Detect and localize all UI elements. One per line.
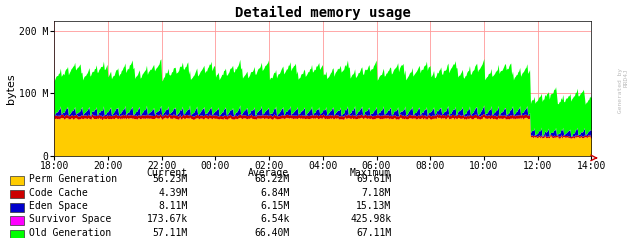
Text: 425.98k: 425.98k xyxy=(350,214,391,224)
Bar xyxy=(10,190,24,198)
Text: Perm Generation: Perm Generation xyxy=(29,174,117,184)
Text: 69.61M: 69.61M xyxy=(356,174,391,184)
Text: 173.67k: 173.67k xyxy=(146,214,188,224)
Text: 15.13M: 15.13M xyxy=(356,201,391,211)
Text: 56.23M: 56.23M xyxy=(153,174,188,184)
Text: Code Cache: Code Cache xyxy=(29,188,87,198)
Title: Detailed memory usage: Detailed memory usage xyxy=(235,6,411,20)
Text: 4.39M: 4.39M xyxy=(158,188,188,198)
Bar xyxy=(10,230,24,238)
Text: Eden Space: Eden Space xyxy=(29,201,87,211)
Text: Average: Average xyxy=(248,168,289,178)
Text: 66.40M: 66.40M xyxy=(254,228,289,238)
Text: 6.15M: 6.15M xyxy=(260,201,289,211)
Bar xyxy=(10,216,24,225)
Text: 68.22M: 68.22M xyxy=(254,174,289,184)
Text: 6.84M: 6.84M xyxy=(260,188,289,198)
Text: 6.54k: 6.54k xyxy=(260,214,289,224)
Text: 7.18M: 7.18M xyxy=(362,188,391,198)
Y-axis label: bytes: bytes xyxy=(6,73,17,104)
Text: Survivor Space: Survivor Space xyxy=(29,214,111,224)
Bar xyxy=(10,176,24,185)
Text: Generated by
RRD4J: Generated by RRD4J xyxy=(618,68,628,113)
Text: 57.11M: 57.11M xyxy=(153,228,188,238)
Text: Maximum: Maximum xyxy=(350,168,391,178)
Text: 67.11M: 67.11M xyxy=(356,228,391,238)
Bar xyxy=(10,203,24,212)
Text: Old Generation: Old Generation xyxy=(29,228,111,238)
Text: Current: Current xyxy=(146,168,188,178)
Text: 8.11M: 8.11M xyxy=(158,201,188,211)
